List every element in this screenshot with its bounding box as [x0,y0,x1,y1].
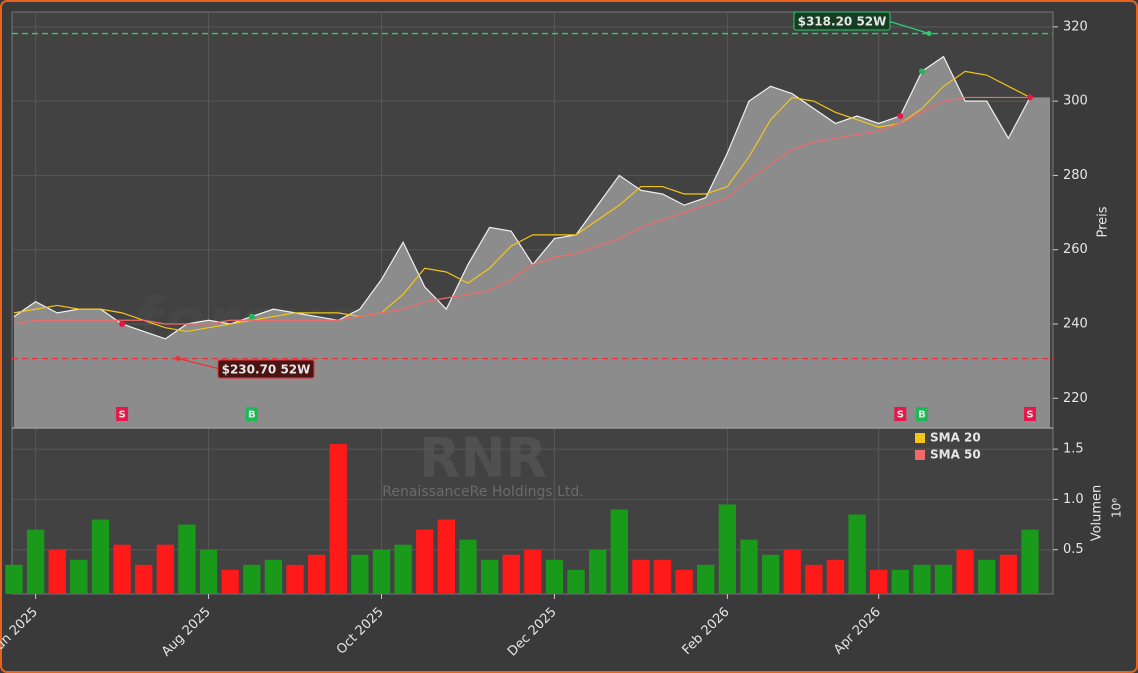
volume-bar [286,564,304,594]
volume-bar [459,539,477,594]
volume-bar [761,554,780,594]
volume-bar [805,564,823,594]
volume-bar [113,544,131,594]
volume-bar [870,569,888,594]
volume-bar [783,549,801,594]
signal-label: S [897,410,904,421]
ticker-watermark: RNR [419,427,547,490]
signal-point [248,313,255,320]
y-tick-label: 240 [1063,317,1088,332]
high_52w-point [926,31,932,37]
volume-axis-label: Volumen [1090,485,1105,542]
volume-bar [199,549,218,594]
high_52w-arrow [887,20,930,35]
volume-bar [653,559,672,594]
volume-bar [437,519,455,594]
y-tick-label: 320 [1063,19,1088,34]
high_52w-box [793,11,891,31]
volume-bar [524,549,542,594]
signal-marker [915,407,928,421]
volume-bar [156,544,174,594]
volume-tick-label: 1.5 [1063,442,1084,457]
signal-label: B [248,410,256,421]
volume-bar [372,549,391,594]
signal-point [897,113,904,119]
high_52w-label: $318.20 52W [798,15,887,29]
low_52w-point [175,356,181,362]
volume-tick-label: 1.0 [1063,492,1084,507]
volume-bar [589,549,607,594]
volume-bar [48,549,66,594]
volume-bar [502,554,520,594]
volume-bar [221,569,239,594]
legend-label: SMA 50 [930,448,981,462]
legend-swatch [915,433,925,443]
signal-point [918,68,925,75]
volume-bar [70,559,88,594]
volume-tick-label: 0.5 [1063,542,1084,557]
y-tick-label: 280 [1063,168,1088,183]
company-watermark: RenaissanceRe Holdings Ltd. [382,484,583,500]
volume-bar [243,564,261,594]
low_52w-arrow [177,357,221,370]
legend-label: SMA 20 [930,431,981,445]
signal-label: S [118,410,125,421]
volume-bar [567,569,585,594]
price-line [13,55,1031,340]
volume-unit: 10⁶ [1110,498,1124,518]
volume-bar [718,504,737,594]
volume-bar [480,559,499,594]
legend-swatch [915,450,925,460]
volume-bar [891,569,909,594]
y-tick-label: 300 [1063,94,1088,109]
signal-marker [116,407,129,421]
signal-label: S [1026,410,1033,421]
volume-bar [697,564,715,594]
sma-line [13,70,1031,333]
volume-bar [26,529,45,594]
volume-bar [394,544,412,594]
volume-bar [416,529,434,594]
volume-bar [675,569,693,594]
volume-bar [956,549,974,594]
volume-bar [978,559,996,594]
volume-bar [545,559,564,594]
volume-bar [934,564,953,594]
y-tick-label: 260 [1063,242,1088,257]
volume-bar [329,444,347,594]
volume-bar [913,564,931,594]
volume-bar [178,524,196,594]
low_52w-box [217,359,315,379]
signal-marker [245,407,258,421]
volume-bar [1021,529,1039,594]
volume-bar [999,554,1018,594]
volume-bar [264,559,283,594]
signal-marker [894,407,907,421]
low_52w-label: $230.70 52W [222,363,311,377]
signal-marker [1024,407,1036,421]
volume-bar [135,564,153,594]
volume-bar [740,539,758,594]
y-axis-label: Preis [1096,206,1111,237]
signal-point [119,321,126,327]
volume-bar [5,564,23,594]
signal-point [1027,94,1033,101]
volume-bar [351,554,369,594]
volume-bar [848,514,866,594]
y-tick-label: 220 [1063,391,1088,406]
signal-label: B [918,410,926,421]
volume-bar [610,509,628,594]
volume-bar [826,559,845,594]
sma-line [13,96,1030,325]
volume-bar [91,519,110,594]
volume-bar [632,559,650,594]
price-area [14,56,1050,428]
volume-bar [307,554,326,594]
